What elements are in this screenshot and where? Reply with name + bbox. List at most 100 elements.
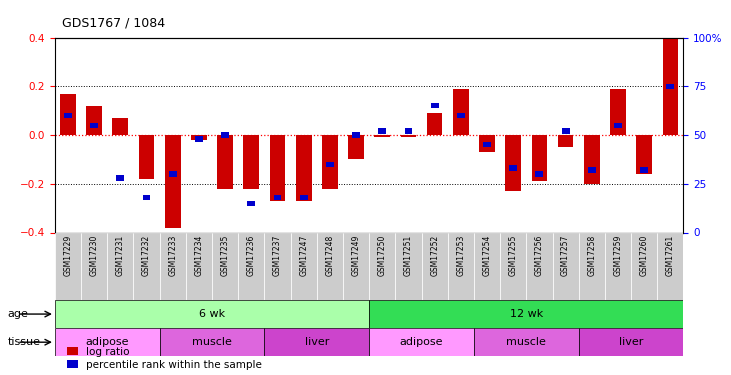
Text: GSM17261: GSM17261 (666, 234, 675, 276)
Bar (55, 328, 159, 356)
Bar (212, 232, 238, 300)
Bar (640, 167, 648, 173)
Bar (221, 132, 229, 138)
Bar (558, 135, 573, 147)
Bar (238, 232, 265, 300)
Bar (505, 135, 521, 191)
Text: GSM17251: GSM17251 (404, 234, 413, 276)
Text: GSM17229: GSM17229 (64, 234, 72, 276)
Bar (265, 328, 369, 356)
Bar (300, 195, 308, 200)
Bar (379, 128, 386, 134)
Bar (453, 89, 469, 135)
Bar (536, 171, 543, 177)
Bar (159, 232, 186, 300)
Bar (614, 123, 622, 128)
Text: GSM17235: GSM17235 (221, 234, 230, 276)
Bar (290, 232, 317, 300)
Bar (610, 89, 626, 135)
Bar (55, 232, 81, 300)
Bar (139, 135, 154, 179)
Bar (352, 132, 360, 138)
Text: GSM17257: GSM17257 (561, 234, 570, 276)
Bar (579, 232, 605, 300)
Text: GSM17247: GSM17247 (299, 234, 308, 276)
Bar (510, 165, 517, 171)
Bar (60, 94, 76, 135)
Text: tissue: tissue (7, 337, 40, 347)
Bar (480, 135, 495, 152)
Bar (86, 106, 102, 135)
Text: age: age (7, 309, 29, 319)
Bar (191, 135, 207, 140)
Text: muscle: muscle (192, 337, 232, 347)
Bar (422, 232, 447, 300)
Legend: log ratio, percentile rank within the sample: log ratio, percentile rank within the sa… (67, 346, 262, 370)
Text: GSM17233: GSM17233 (168, 234, 177, 276)
Bar (605, 232, 631, 300)
Text: GSM17231: GSM17231 (115, 234, 125, 276)
Text: GSM17250: GSM17250 (378, 234, 387, 276)
Bar (474, 232, 500, 300)
Bar (657, 232, 683, 300)
Bar (270, 135, 285, 201)
Bar (404, 128, 412, 134)
Text: GSM17254: GSM17254 (482, 234, 491, 276)
Bar (531, 135, 548, 182)
Text: adipose: adipose (400, 337, 443, 347)
Bar (431, 103, 439, 108)
Bar (55, 300, 369, 328)
Bar (369, 300, 683, 328)
Bar (553, 232, 579, 300)
Bar (369, 328, 474, 356)
Text: GSM17256: GSM17256 (535, 234, 544, 276)
Bar (584, 135, 599, 184)
Bar (159, 328, 265, 356)
Text: GSM17234: GSM17234 (194, 234, 203, 276)
Bar (326, 162, 334, 167)
Bar (169, 171, 177, 177)
Bar (427, 113, 442, 135)
Bar (636, 135, 652, 174)
Bar (369, 232, 395, 300)
Bar (90, 123, 98, 128)
Bar (186, 232, 212, 300)
Text: GSM17260: GSM17260 (640, 234, 648, 276)
Bar (296, 135, 311, 201)
Text: liver: liver (619, 337, 643, 347)
Text: GSM17253: GSM17253 (456, 234, 466, 276)
Bar (395, 232, 422, 300)
Text: GSM17248: GSM17248 (325, 234, 334, 276)
Text: muscle: muscle (507, 337, 546, 347)
Bar (662, 38, 678, 135)
Text: GSM17259: GSM17259 (613, 234, 623, 276)
Text: GSM17232: GSM17232 (142, 234, 151, 276)
Bar (133, 232, 159, 300)
Text: GSM17249: GSM17249 (352, 234, 360, 276)
Text: GDS1767 / 1084: GDS1767 / 1084 (62, 17, 165, 30)
Text: GSM17255: GSM17255 (509, 234, 518, 276)
Bar (107, 232, 133, 300)
Bar (81, 232, 107, 300)
Bar (667, 84, 674, 89)
Bar (322, 135, 338, 189)
Bar (243, 135, 259, 189)
Bar (143, 195, 151, 200)
Bar (457, 113, 465, 118)
Bar (526, 232, 553, 300)
Bar (447, 232, 474, 300)
Bar (483, 142, 491, 147)
Text: liver: liver (305, 337, 329, 347)
Bar (579, 328, 683, 356)
Bar (273, 195, 281, 200)
Bar (343, 232, 369, 300)
Text: adipose: adipose (86, 337, 129, 347)
Bar (474, 328, 579, 356)
Bar (247, 201, 255, 206)
Bar (195, 136, 202, 142)
Bar (348, 135, 364, 159)
Text: GSM17236: GSM17236 (247, 234, 256, 276)
Text: GSM17252: GSM17252 (430, 234, 439, 276)
Bar (265, 232, 290, 300)
Bar (401, 135, 416, 138)
